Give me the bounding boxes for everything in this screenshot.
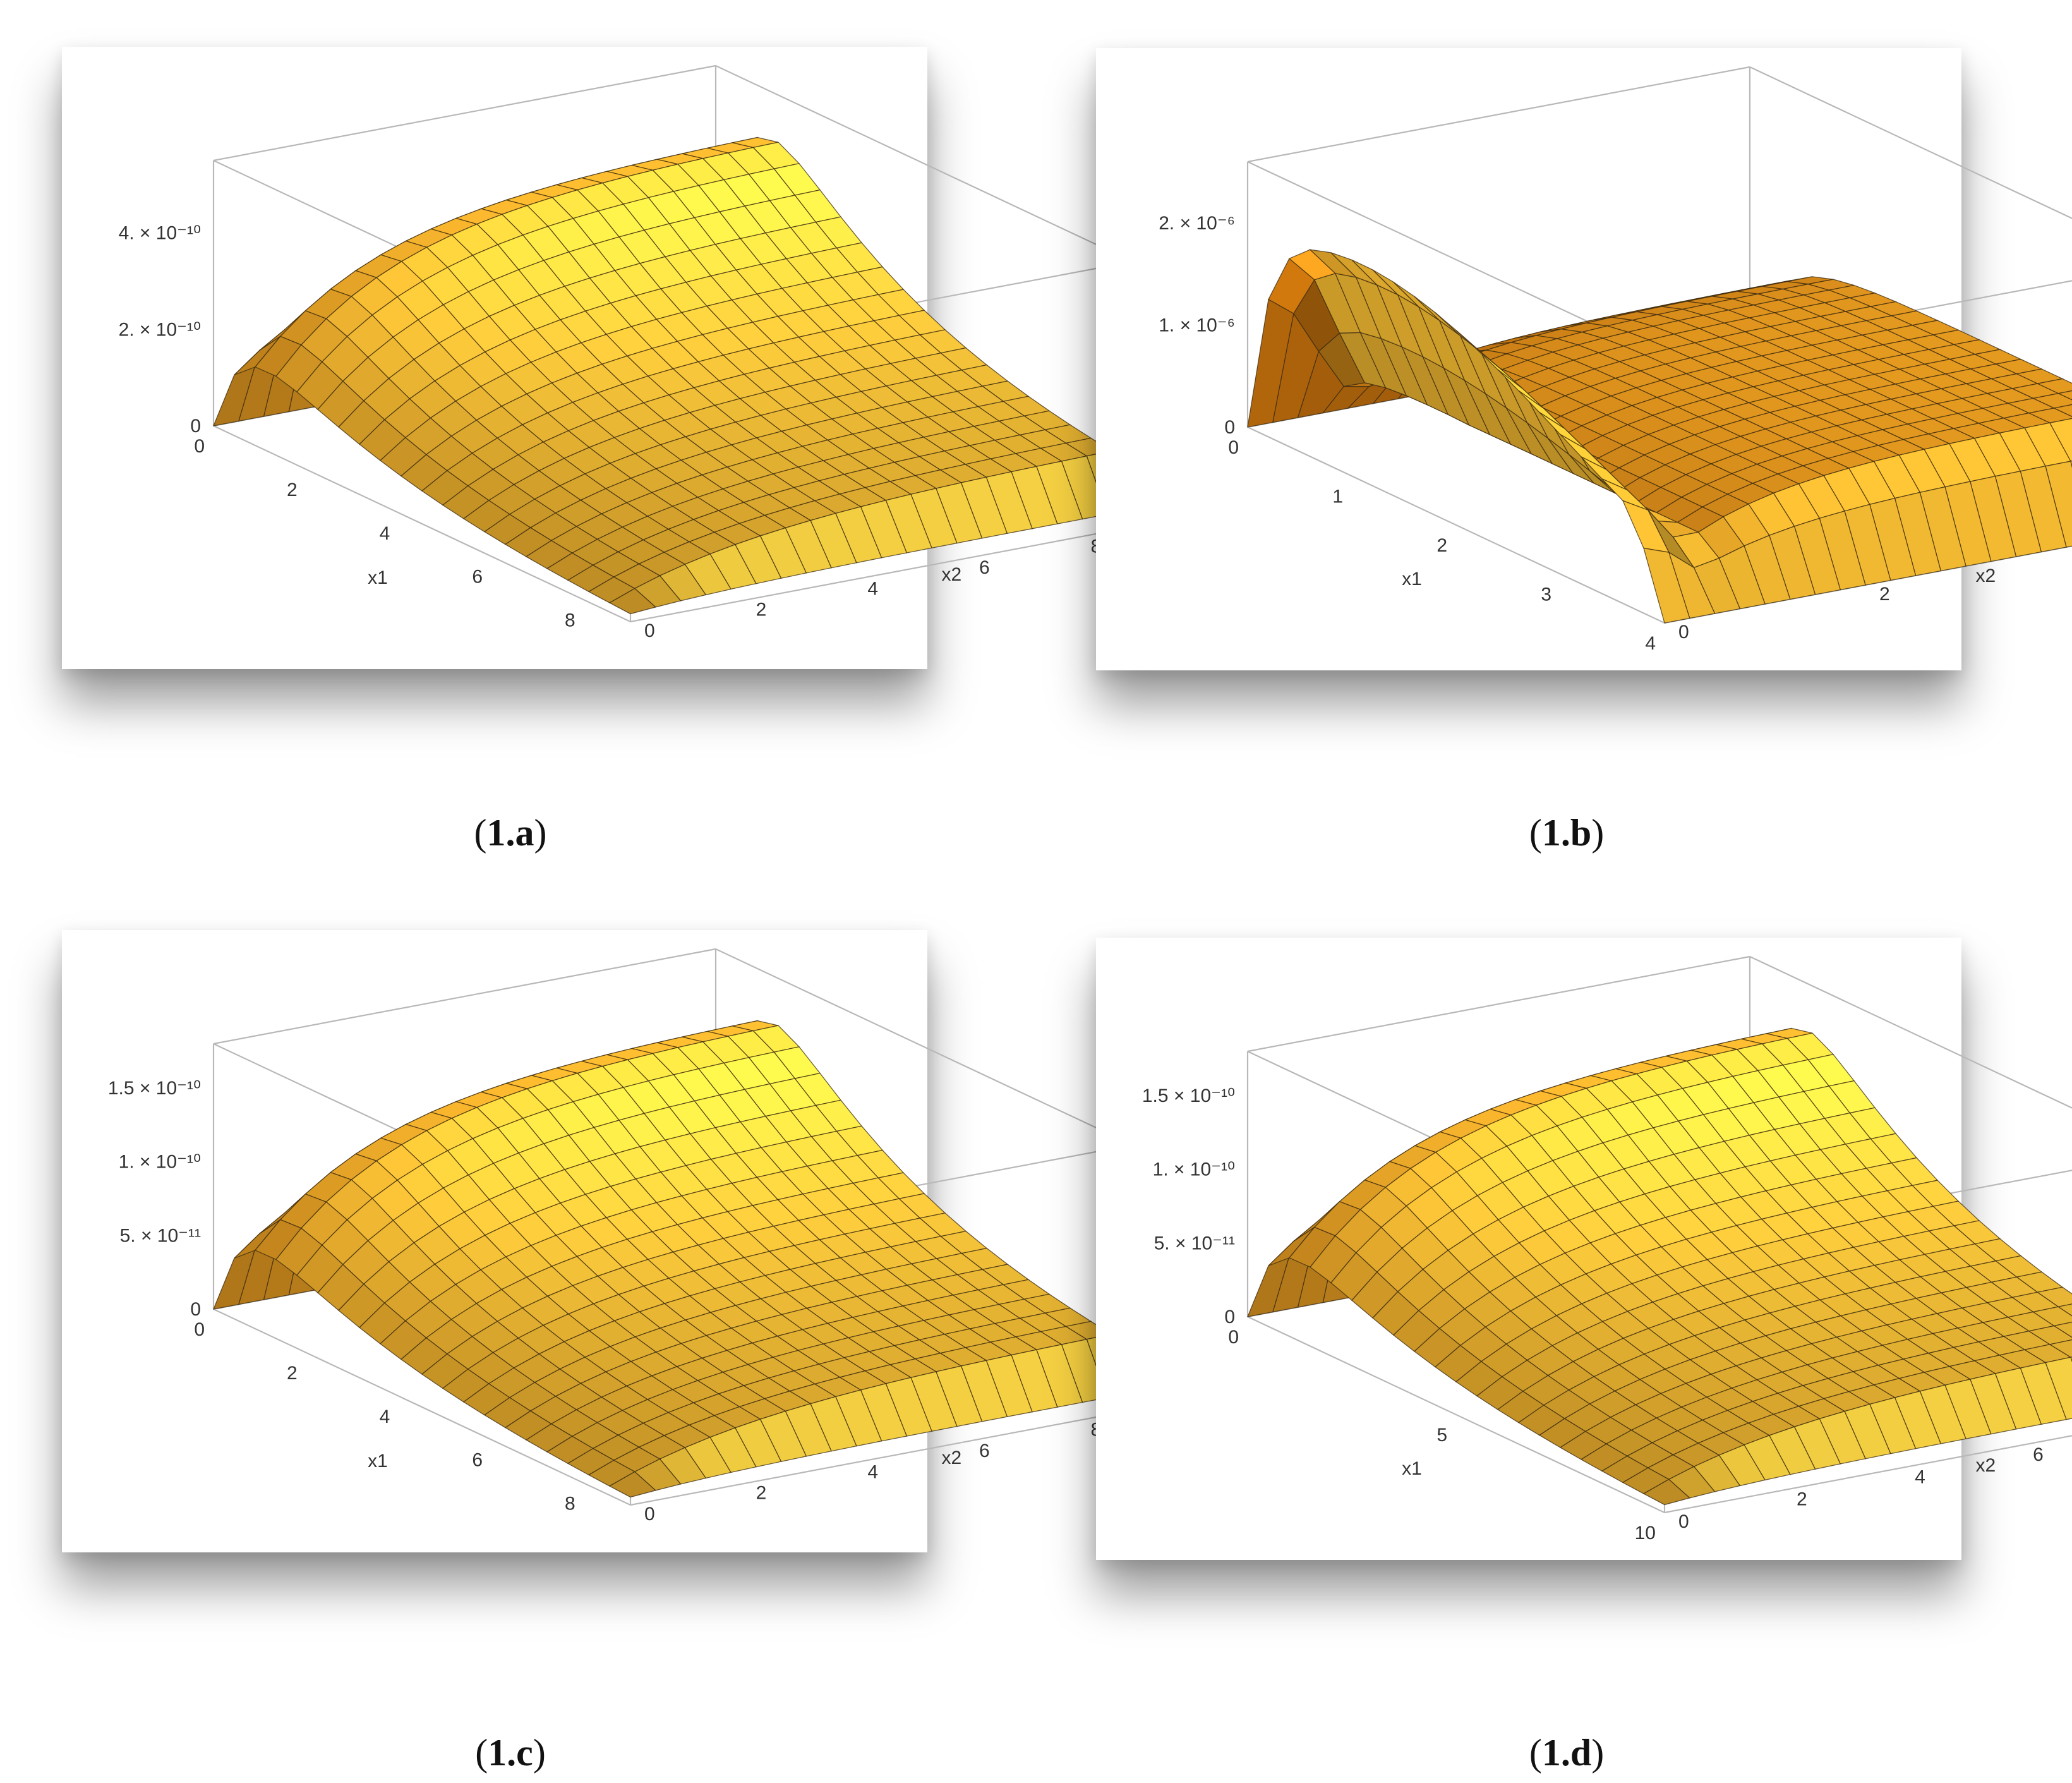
box-edge [630,1409,1133,1506]
surface-plot-a: 02468x102468x202. × 10⁻¹⁰4. × 10⁻¹⁰ [119,64,1134,641]
plot-panel-a: 02468x102468x202. × 10⁻¹⁰4. × 10⁻¹⁰ [62,47,1134,669]
x2-tick-label: 4 [1915,1466,1925,1487]
surface-plot-b: 01234x1024x201. × 10⁻⁶2. × 10⁻⁶ [1159,66,2072,654]
caption-b: (1.b) [1529,812,1605,854]
z-tick-label: 0 [1224,1307,1235,1327]
surface-patch [2057,1303,2072,1317]
x1-tick-label: 4 [1645,633,1656,654]
caption-d: (1.d) [1529,1732,1605,1774]
x2-axis-label: x2 [942,1448,962,1468]
z-tick-label: 2. × 10⁻¹⁰ [119,319,201,340]
caption-a: (1.a) [474,812,547,854]
x2-axis-label: x2 [1976,1455,1996,1476]
x1-tick-label: 6 [472,1450,483,1471]
z-tick-label: 0 [190,416,201,437]
surface-mesh [212,136,1133,615]
x1-tick-label: 2 [287,1363,298,1384]
x2-tick-label: 6 [979,1441,990,1461]
box-edge [630,526,1133,623]
axes: 0510x102468x205. × 10⁻¹¹1. × 10⁻¹⁰1.5 × … [1142,1085,2044,1544]
x2-tick-label: 6 [2033,1444,2044,1465]
x2-tick-label: 4 [867,1461,878,1482]
x1-tick-label: 8 [565,610,575,631]
x2-tick-label: 4 [867,578,878,599]
x1-axis-label: x1 [1402,569,1422,589]
x1-tick-label: 3 [1541,584,1551,605]
plot-panel-b: 01234x1024x201. × 10⁻⁶2. × 10⁻⁶ [1096,48,2072,670]
box-edge [213,948,716,1045]
axes: 02468x102468x202. × 10⁻¹⁰4. × 10⁻¹⁰ [119,223,1102,641]
x1-tick-label: 5 [1437,1425,1447,1446]
x1-tick-label: 0 [1228,1327,1239,1348]
z-tick-label: 0 [1224,417,1235,438]
x1-tick-label: 0 [1228,437,1239,458]
x1-tick-label: 0 [194,436,205,457]
box-edge [1664,1435,2072,1514]
x1-tick-label: 1 [1332,487,1343,507]
x2-tick-label: 2 [1879,584,1890,605]
surface-patch [1643,547,1690,624]
x1-tick-label: 4 [380,523,390,544]
box-edge [1247,66,1750,163]
x2-axis-label: x2 [1976,565,1996,586]
z-tick-label: 5. × 10⁻¹¹ [1154,1233,1235,1254]
z-tick-label: 2. × 10⁻⁶ [1159,213,1235,234]
box-edge [213,64,716,162]
surface-patch [608,588,657,615]
x1-axis-label: x1 [368,1451,388,1472]
x1-tick-label: 2 [1437,535,1447,556]
x1-tick-label: 6 [472,567,483,588]
surface-mesh [1247,249,2072,624]
x2-tick-label: 0 [1678,622,1689,643]
z-tick-label: 0 [190,1299,201,1320]
x1-tick-label: 2 [287,480,298,500]
z-tick-label: 5. × 10⁻¹¹ [120,1225,201,1246]
z-tick-label: 1.5 × 10⁻¹⁰ [108,1078,201,1099]
surface-mesh [1246,1027,2072,1506]
box-edge [1247,955,1750,1053]
x1-axis-label: x1 [368,567,388,588]
z-tick-label: 4. × 10⁻¹⁰ [119,223,201,244]
x2-tick-label: 0 [644,1504,655,1525]
z-tick-label: 1. × 10⁻¹⁰ [1153,1159,1235,1180]
box-edge [715,65,1133,262]
axes: 02468x102468x205. × 10⁻¹¹1. × 10⁻¹⁰1.5 ×… [108,1078,1101,1525]
box-edge [1247,1316,1665,1513]
box-edge [213,1309,631,1506]
x1-axis-label: x1 [1402,1458,1422,1479]
plot-panel-c: 02468x102468x205. × 10⁻¹¹1. × 10⁻¹⁰1.5 ×… [62,930,1134,1552]
x2-tick-label: 2 [1797,1489,1807,1510]
x2-axis-label: x2 [942,564,962,585]
surface-plot-c: 02468x102468x205. × 10⁻¹¹1. × 10⁻¹⁰1.5 ×… [108,948,1134,1525]
x2-tick-label: 0 [644,620,655,641]
plot-panel-d: 0510x102468x205. × 10⁻¹¹1. × 10⁻¹⁰1.5 × … [1096,938,2072,1560]
box-edge [715,948,1133,1145]
x2-tick-label: 2 [756,1483,767,1504]
surface-plot-d: 0510x102468x205. × 10⁻¹¹1. × 10⁻¹⁰1.5 × … [1142,955,2072,1544]
caption-c: (1.c) [475,1732,546,1774]
x1-tick-label: 0 [194,1319,205,1340]
box-edge [1749,956,2072,1109]
x2-tick-label: 2 [756,600,767,620]
box-edge [1749,66,2072,219]
box-edge [1247,426,1665,624]
surface-patch [1642,1478,1691,1506]
box-edge [213,425,631,622]
z-tick-label: 1.5 × 10⁻¹⁰ [1142,1085,1235,1106]
axes: 01234x1024x201. × 10⁻⁶2. × 10⁻⁶ [1159,213,1996,654]
x1-tick-label: 10 [1635,1523,1656,1544]
x1-tick-label: 4 [380,1406,390,1427]
surface-patch [608,1471,657,1498]
surface-mesh [212,1020,1133,1498]
z-tick-label: 1. × 10⁻⁶ [1159,315,1235,335]
surface-patch [2057,390,2072,401]
x2-tick-label: 0 [1678,1511,1689,1532]
z-tick-label: 1. × 10⁻¹⁰ [119,1152,201,1173]
x2-tick-label: 6 [979,557,990,578]
x1-tick-label: 8 [565,1494,575,1514]
